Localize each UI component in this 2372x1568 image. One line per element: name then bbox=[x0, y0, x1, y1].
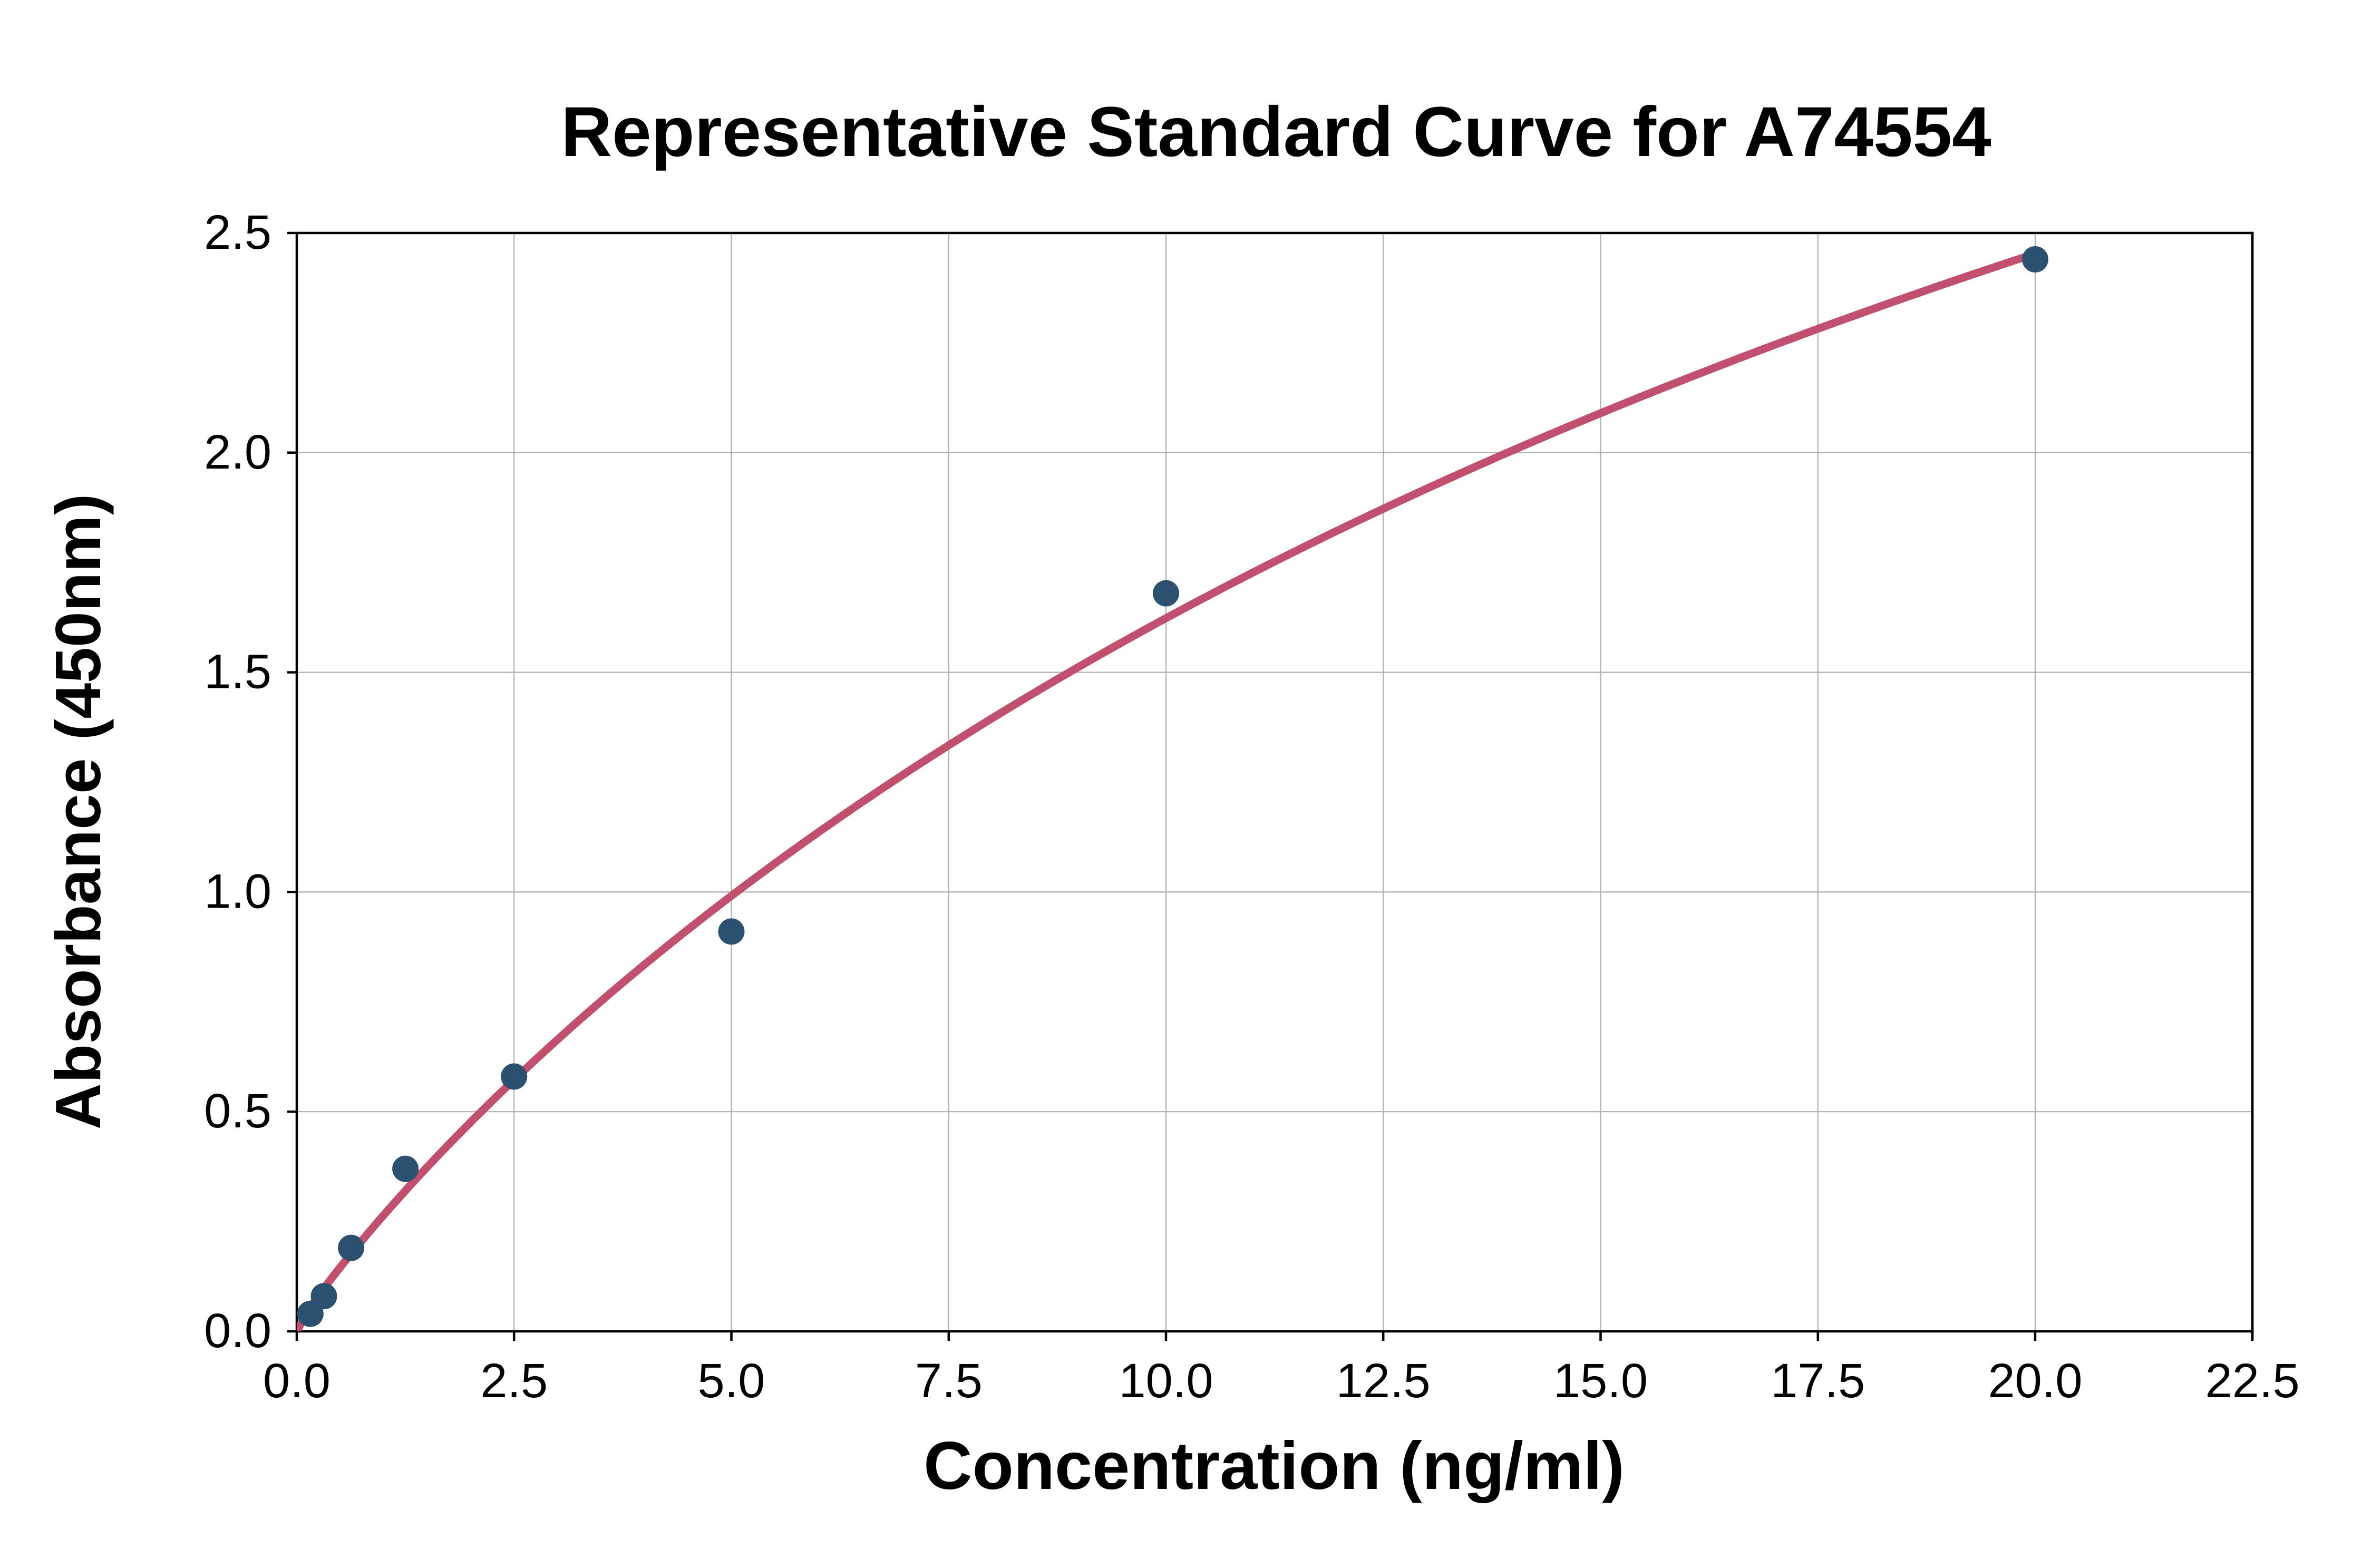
svg-text:22.5: 22.5 bbox=[2205, 1354, 2300, 1408]
svg-text:0.5: 0.5 bbox=[204, 1084, 271, 1138]
svg-text:Representative Standard Curve: Representative Standard Curve for A74554 bbox=[561, 93, 1991, 171]
svg-text:1.0: 1.0 bbox=[204, 864, 271, 918]
svg-text:7.5: 7.5 bbox=[915, 1354, 983, 1408]
svg-text:Concentration (ng/ml): Concentration (ng/ml) bbox=[923, 1428, 1625, 1504]
svg-text:0.0: 0.0 bbox=[204, 1304, 271, 1358]
svg-text:15.0: 15.0 bbox=[1553, 1354, 1648, 1408]
svg-text:2.5: 2.5 bbox=[204, 206, 271, 259]
svg-text:20.0: 20.0 bbox=[1988, 1354, 2082, 1408]
svg-text:0.0: 0.0 bbox=[263, 1354, 330, 1408]
svg-text:17.5: 17.5 bbox=[1771, 1354, 1865, 1408]
svg-text:10.0: 10.0 bbox=[1119, 1354, 1213, 1408]
svg-text:12.5: 12.5 bbox=[1336, 1354, 1431, 1408]
svg-text:2.5: 2.5 bbox=[480, 1354, 548, 1408]
svg-text:5.0: 5.0 bbox=[698, 1354, 765, 1408]
svg-text:1.5: 1.5 bbox=[204, 645, 271, 699]
svg-text:2.0: 2.0 bbox=[204, 425, 271, 479]
svg-text:Absorbance (450nm): Absorbance (450nm) bbox=[42, 494, 114, 1130]
